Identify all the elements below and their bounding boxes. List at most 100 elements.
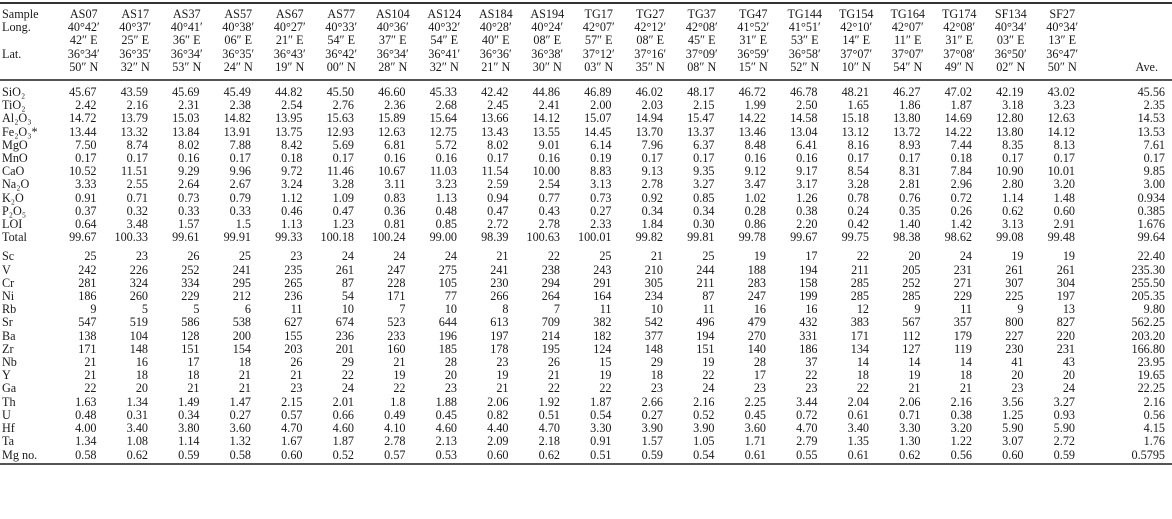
value-cell: 220 [1056,328,1075,343]
value-cell: 20 [1062,368,1075,383]
value-cell: 0.27 [590,203,612,218]
value-cell: 23 [444,381,457,396]
value-cell: 270 [747,328,766,343]
value-cell: 0.16 [744,151,766,166]
value-cell: 8.93 [899,137,921,152]
value-cell: 0.71 [126,190,148,205]
header-row: Lat. 36°34′ 36°35′ 36°34′ 36°35′ 36°43′ 36°42′… [0,46,1172,61]
latitude-degrees-cell: 36°35′ [222,46,255,61]
value-cell: 236 [284,289,303,304]
value-cell: 265 [284,275,303,290]
value-cell: 0.16 [384,151,406,166]
value-cell: 0.38 [796,203,818,218]
value-cell: 4.40 [487,421,509,436]
value-cell: 235 [284,262,303,277]
value-cell: 285 [902,289,921,304]
value-cell: 0.81 [384,217,406,232]
longitude-seconds-cell: 08″ E [533,33,562,48]
value-cell: 13.72 [893,124,921,139]
latitude-seconds-cell: 32″ N [418,60,470,82]
value-cell: 1.47 [229,394,251,409]
average-value: 13.53 [1137,124,1165,139]
value-cell: 0.91 [75,190,97,205]
value-cell: 154 [232,341,251,356]
value-cell: 43.02 [1047,85,1075,100]
latitude-degrees-cell: 36°50′ [994,46,1027,61]
value-cell: 99.81 [687,230,715,245]
value-cell: 0.17 [229,151,251,166]
value-cell: 0.72 [950,190,972,205]
latitude-seconds-cell: 21″ N [470,60,522,82]
value-cell: 432 [799,315,818,330]
value-cell: 231 [1056,341,1075,356]
table-row: Total 99.67 100.33 99.61 99.91 99.33 100.18 100… [0,231,1172,244]
table-row: MgO 7.50 8.74 8.02 7.88 8.42 5.69 6.81 5.72 8.02 9… [0,137,1172,152]
average-value: 45.56 [1137,85,1165,100]
value-cell: 23 [805,381,818,396]
value-cell: 233 [387,328,406,343]
value-cell: 1.14 [1002,190,1024,205]
value-cell: 99.48 [1047,230,1075,245]
value-cell: 24 [959,249,972,264]
value-cell: 15.07 [584,111,612,126]
header-row: 42″ E 25″ E 36″ E 06″ E 21″ E 54″ E 37″ E 54″ E… [0,34,1172,47]
value-cell: 1.57 [641,434,663,449]
value-cell: 23 [135,249,148,264]
value-cell: 4.70 [538,421,560,436]
value-cell: 2.78 [384,434,406,449]
value-cell: 46.60 [378,85,406,100]
value-cell: 6.41 [796,137,818,152]
latitude-degrees-cell: 36°41′ [428,46,461,61]
table-row: P₂O₅ 0.37 0.32 0.33 0.33 0.46 0.47 0.36 0.48 0.47… [0,203,1172,218]
value-cell: 2.06 [899,394,921,409]
latitude-seconds-cell: 15″ N [727,60,779,82]
value-cell: 9.17 [796,164,818,179]
value-cell: 0.27 [229,407,251,422]
latitude-degrees-cell: 37°12′ [582,46,615,61]
longitude-degrees-cell: 42°07′ [582,20,615,35]
value-cell: 29 [341,355,354,370]
value-cell: 0.60 [1053,203,1075,218]
row-label [0,34,58,47]
value-cell: 13.80 [893,111,921,126]
value-cell: 9.96 [229,164,251,179]
value-cell: 674 [335,315,354,330]
value-cell: 225 [1005,289,1024,304]
table-row: Ta 1.34 1.08 1.14 1.32 1.67 1.87 2.78 2.13 2.09 2.… [0,435,1172,448]
value-cell: 2.79 [796,434,818,449]
value-cell: 214 [541,328,560,343]
value-cell: 18 [187,368,200,383]
value-cell: 5 [141,302,148,317]
value-cell: 20 [1011,368,1024,383]
value-cell: 178 [490,341,509,356]
value-cell: 87 [341,275,354,290]
value-cell: 5.90 [1053,421,1075,436]
value-cell: 21 [650,249,663,264]
value-cell: 227 [1005,328,1024,343]
value-cell: 23 [1011,381,1024,396]
value-cell: 5.69 [332,137,354,152]
value-cell: 1.92 [538,394,560,409]
value-cell: 148 [129,341,148,356]
value-cell: 21 [290,368,303,383]
value-cell: 2.72 [487,217,509,232]
value-cell: 15.47 [687,111,715,126]
value-cell: 10.90 [996,164,1024,179]
element-label: K₂O [2,190,24,205]
latitude-degrees-cell: 37°09′ [685,46,718,61]
value-cell: 383 [850,315,869,330]
value-cell: 18 [650,368,663,383]
value-cell: 21 [238,381,251,396]
value-cell: 2.00 [590,98,612,113]
value-cell: 496 [696,315,715,330]
value-cell: 304 [1056,275,1075,290]
value-cell: 1.12 [281,190,303,205]
value-cell: 17 [753,368,766,383]
value-cell: 10 [444,302,457,317]
value-cell: 24 [444,249,457,264]
value-cell: 0.17 [641,151,663,166]
value-cell: 194 [799,262,818,277]
value-cell: 0.52 [315,448,367,465]
element-label: MgO [2,137,28,152]
value-cell: 241 [232,262,251,277]
